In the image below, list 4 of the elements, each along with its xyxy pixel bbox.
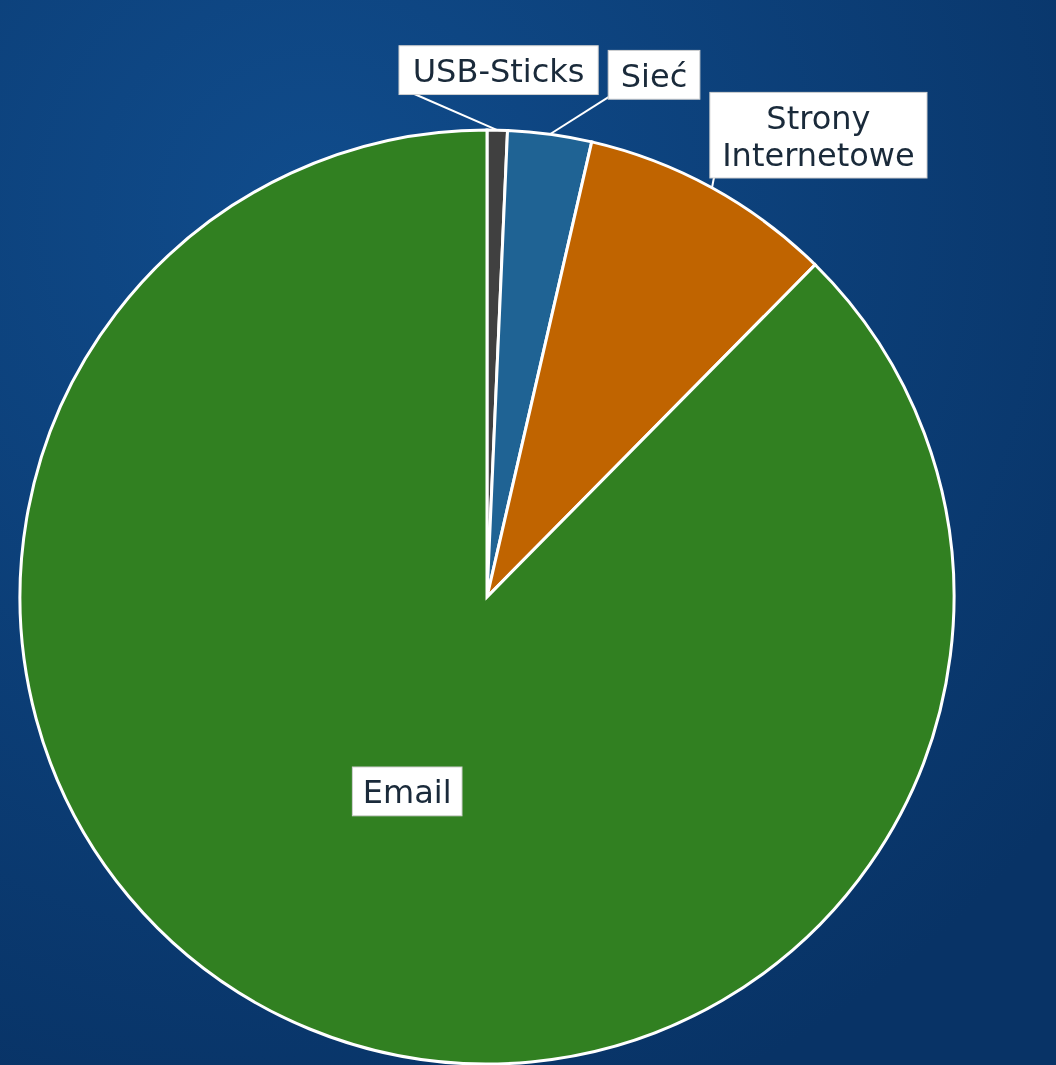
slice-label: Sieć xyxy=(620,56,688,95)
slice-label: USB-Sticks xyxy=(412,52,585,91)
slice-label: Email xyxy=(362,773,452,812)
slice-label: Strony Internetowe xyxy=(722,98,915,174)
